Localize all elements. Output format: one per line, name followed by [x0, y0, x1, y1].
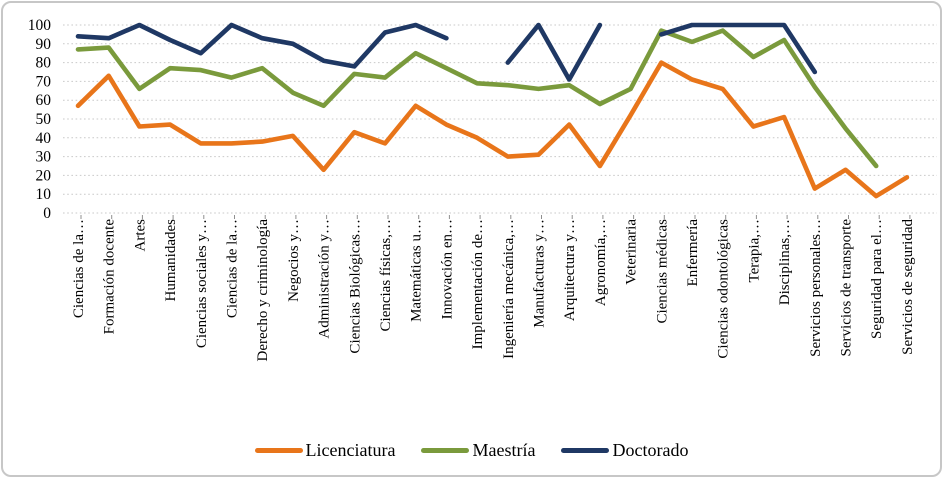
x-category-label: Seguridad para el… — [869, 219, 885, 339]
x-category-label: Ciencias de la… — [71, 219, 87, 318]
x-category-label: Disciplinas,… — [777, 219, 793, 305]
x-category-label: Ciencias odontológicas — [716, 219, 732, 359]
x-category-label: Servicios de transporte — [839, 219, 855, 357]
x-category-label: Administración y… — [317, 219, 333, 339]
gridlines — [63, 24, 937, 214]
x-category-label: Ciencias Biológicas… — [347, 219, 363, 354]
legend-label: Licenciatura — [305, 440, 396, 460]
x-category-label: Humanidades — [163, 219, 179, 302]
legend-swatch-maestría — [421, 448, 470, 453]
x-axis-labels: Ciencias de la… Formación docente Artes Hum… — [71, 219, 916, 362]
x-category-label: Ciencias de la… — [225, 219, 241, 318]
series-line-doctorado — [75, 22, 818, 82]
x-category-label: Implementación de… — [470, 219, 486, 349]
y-tick-label: 40 — [36, 130, 52, 147]
y-tick-label: 90 — [36, 36, 52, 53]
y-tick-label: 10 — [36, 186, 52, 203]
x-category-label: Manufacturas y… — [532, 219, 548, 328]
x-category-label: Arquitectura y… — [562, 219, 578, 321]
series-line-licenciatura — [75, 60, 910, 199]
x-category-label: Servicios de seguridad — [900, 219, 916, 355]
legend-swatch-doctorado — [561, 448, 610, 453]
legend-label: Maestría — [472, 440, 536, 460]
y-tick-label: 50 — [36, 111, 52, 128]
x-category-label: Innovación en… — [439, 219, 455, 319]
x-category-label: Ingeniería mecánica,… — [501, 219, 517, 359]
y-tick-label: 30 — [36, 149, 52, 166]
legend-item-doctorado: Doctorado — [561, 440, 688, 461]
legend-item-maestría: Maestría — [421, 440, 535, 461]
y-tick-label: 70 — [36, 73, 52, 90]
y-tick-label: 60 — [36, 92, 52, 109]
y-tick-label: 100 — [28, 17, 52, 34]
y-tick-label: 80 — [36, 55, 52, 72]
x-category-label: Formación docente — [102, 219, 118, 335]
x-category-label: Ciencias físicas,… — [378, 219, 394, 331]
x-category-label: Ciencias médicas — [654, 219, 670, 324]
x-axis-ticks — [80, 215, 911, 219]
y-tick-label: 20 — [36, 167, 52, 184]
x-category-label: Agronomía,… — [593, 219, 609, 306]
x-category-label: Ciencias sociales y… — [194, 219, 210, 348]
series-line-maestría — [75, 28, 879, 169]
x-category-label: Negocios y… — [286, 219, 302, 302]
x-category-label: Matemáticas u… — [409, 219, 425, 322]
x-category-label: Terapia,… — [746, 219, 762, 283]
y-tick-label: 0 — [43, 205, 51, 222]
x-category-label: Veterinaria — [624, 219, 640, 285]
x-category-label: Servicios personales… — [808, 219, 824, 357]
legend-item-licenciatura: Licenciatura — [254, 440, 396, 461]
legend-label: Doctorado — [612, 440, 689, 460]
x-category-label: Enfermería — [685, 219, 701, 287]
x-category-label: Derecho y criminología — [255, 219, 271, 362]
x-category-label: Artes — [132, 219, 148, 252]
legend-swatch-licenciatura — [254, 448, 303, 453]
chart-legend: Licenciatura Maestría Doctorado — [3, 440, 940, 461]
